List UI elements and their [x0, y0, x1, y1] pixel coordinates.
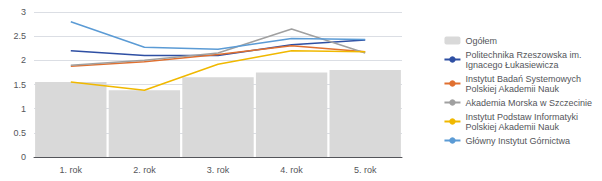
svg-text:Polskiej Akademii Nauk: Polskiej Akademii Nauk [465, 84, 559, 94]
svg-text:3. rok: 3. rok [207, 165, 230, 175]
svg-text:Polskiej Akademii Nauk: Polskiej Akademii Nauk [465, 122, 559, 132]
svg-text:Akademia Morska w Szczecinie: Akademia Morska w Szczecinie [465, 98, 592, 108]
svg-text:5. rok: 5. rok [354, 165, 377, 175]
svg-text:0: 0 [21, 152, 26, 162]
svg-text:4. rok: 4. rok [280, 165, 303, 175]
svg-text:1.5: 1.5 [13, 80, 26, 90]
svg-text:1: 1 [21, 104, 26, 114]
svg-text:Politechnika Rzeszowska im.: Politechnika Rzeszowska im. [465, 50, 581, 60]
svg-text:1. rok: 1. rok [60, 165, 83, 175]
svg-text:Ogółem: Ogółem [465, 36, 497, 46]
svg-text:Instytut Badań Systemowych: Instytut Badań Systemowych [465, 74, 581, 84]
svg-text:Ignacego Łukasiewicza: Ignacego Łukasiewicza [465, 60, 558, 70]
svg-text:Główny Instytut Górnictwa: Główny Instytut Górnictwa [465, 136, 570, 146]
svg-text:3: 3 [21, 7, 26, 17]
svg-text:2: 2 [21, 55, 26, 65]
svg-text:Instytut Podstaw Informatyki: Instytut Podstaw Informatyki [465, 112, 578, 122]
svg-text:0.5: 0.5 [13, 128, 26, 138]
svg-text:2.5: 2.5 [13, 31, 26, 41]
svg-text:2. rok: 2. rok [133, 165, 156, 175]
